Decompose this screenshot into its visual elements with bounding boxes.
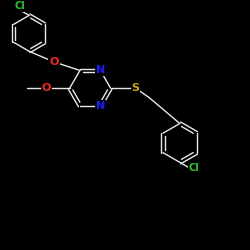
Text: N: N [96, 101, 105, 111]
Text: N: N [96, 66, 105, 76]
Text: O: O [49, 57, 59, 67]
Text: S: S [132, 83, 140, 93]
Text: Cl: Cl [188, 163, 199, 173]
Text: O: O [42, 83, 51, 93]
Text: Cl: Cl [14, 1, 25, 11]
